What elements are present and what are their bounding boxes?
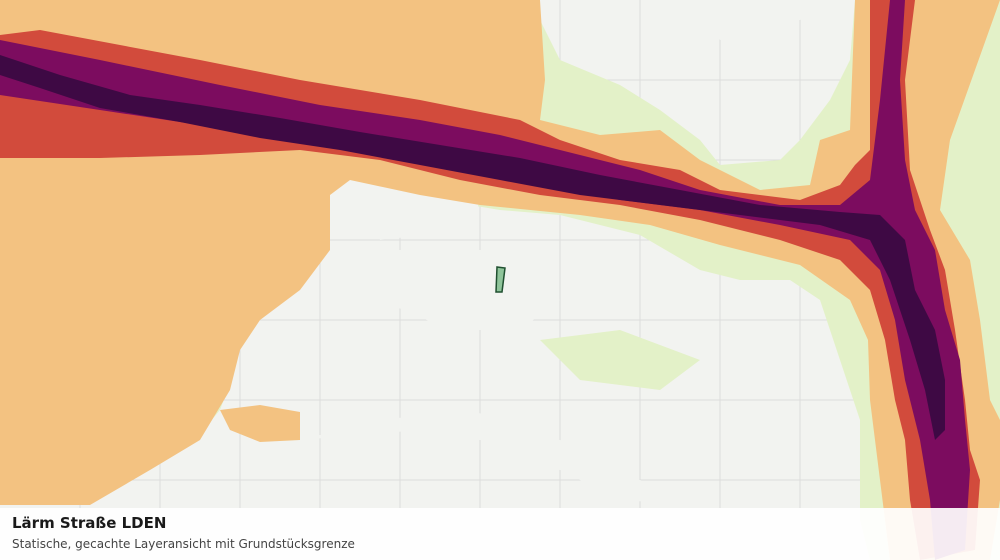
map-title: Lärm Straße LDEN bbox=[12, 514, 167, 532]
caption: Lärm Straße LDEN Statische, gecachte Lay… bbox=[0, 508, 1000, 560]
parcel-boundary bbox=[495, 266, 506, 293]
map-subtitle: Statische, gecachte Layeransicht mit Gru… bbox=[12, 537, 355, 551]
